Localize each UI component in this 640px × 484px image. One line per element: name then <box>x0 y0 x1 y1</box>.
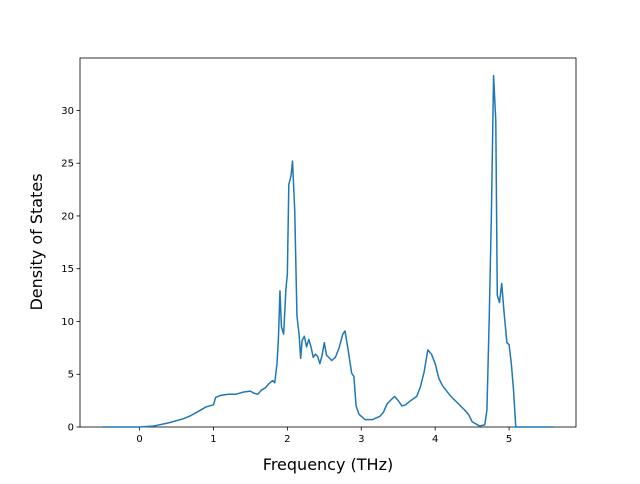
y-tick-label: 20 <box>61 211 74 222</box>
y-axis-title: Density of States <box>27 173 46 310</box>
plot-frame <box>79 57 577 428</box>
x-tick-label: 0 <box>136 434 142 445</box>
x-tick-label: 1 <box>210 434 216 445</box>
x-tick-label: 3 <box>358 434 364 445</box>
x-tick-label: 4 <box>432 434 438 445</box>
y-tick-label: 25 <box>61 159 74 170</box>
y-tick-label: 0 <box>68 423 74 434</box>
x-axis-title: Frequency (THz) <box>263 455 393 474</box>
y-tick-label: 30 <box>61 106 74 117</box>
y-tick-label: 10 <box>61 317 74 328</box>
y-tick-label: 15 <box>61 264 74 275</box>
line-series <box>102 74 554 428</box>
x-tick-label: 5 <box>506 434 512 445</box>
x-tick-label: 2 <box>284 434 290 445</box>
y-tick-label: 5 <box>68 370 74 381</box>
